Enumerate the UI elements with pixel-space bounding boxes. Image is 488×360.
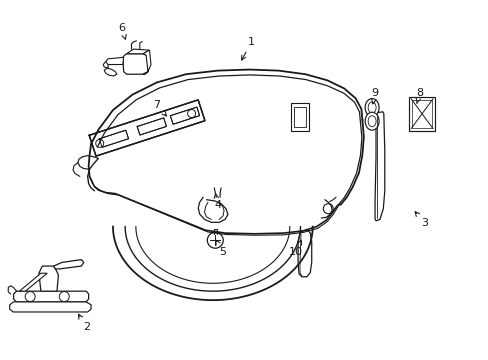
Text: 6: 6 — [118, 23, 126, 39]
Text: 7: 7 — [153, 100, 166, 116]
Polygon shape — [122, 54, 148, 74]
Text: 4: 4 — [214, 194, 221, 210]
Polygon shape — [39, 266, 58, 291]
FancyBboxPatch shape — [408, 97, 434, 131]
Circle shape — [323, 204, 333, 214]
Circle shape — [25, 292, 35, 302]
Polygon shape — [126, 49, 149, 54]
Polygon shape — [137, 118, 166, 135]
Polygon shape — [54, 260, 83, 269]
Ellipse shape — [367, 102, 375, 113]
Text: 8: 8 — [415, 88, 423, 104]
Text: 3: 3 — [414, 212, 427, 228]
FancyBboxPatch shape — [293, 107, 305, 127]
Text: 2: 2 — [78, 314, 90, 332]
Polygon shape — [89, 100, 204, 156]
Circle shape — [59, 292, 69, 302]
Polygon shape — [374, 112, 384, 221]
Ellipse shape — [365, 99, 378, 117]
Polygon shape — [104, 68, 117, 76]
Ellipse shape — [367, 116, 375, 127]
Circle shape — [96, 139, 103, 147]
Polygon shape — [10, 302, 91, 312]
Polygon shape — [20, 273, 47, 291]
Ellipse shape — [365, 112, 378, 130]
Polygon shape — [99, 130, 128, 147]
FancyBboxPatch shape — [290, 103, 308, 131]
Polygon shape — [105, 57, 123, 64]
Polygon shape — [143, 50, 151, 74]
Polygon shape — [170, 107, 199, 124]
Polygon shape — [298, 230, 311, 277]
Circle shape — [187, 109, 195, 117]
Text: 1: 1 — [241, 37, 255, 60]
Text: 10: 10 — [288, 240, 302, 257]
Polygon shape — [14, 291, 88, 302]
Text: 9: 9 — [371, 88, 378, 104]
Circle shape — [207, 232, 223, 248]
Text: 5: 5 — [215, 240, 225, 257]
